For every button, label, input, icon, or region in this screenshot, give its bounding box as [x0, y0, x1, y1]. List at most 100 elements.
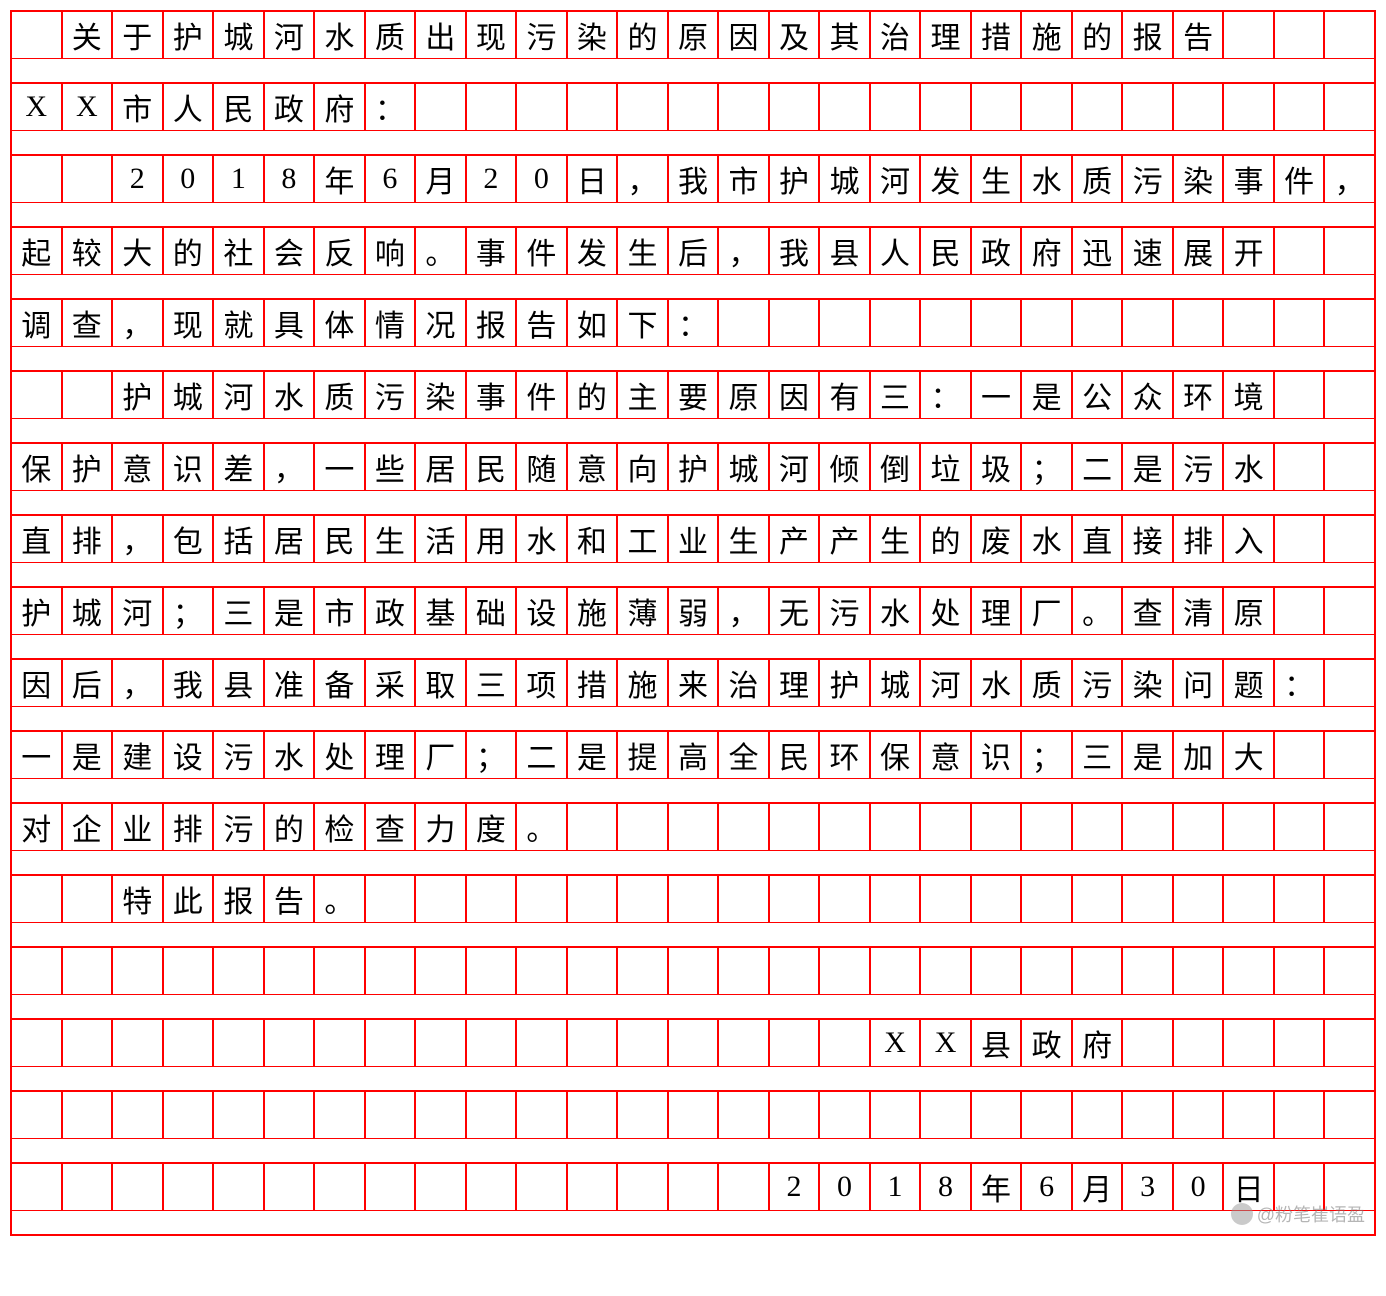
manuscript-cell [213, 1019, 264, 1067]
manuscript-cell: 城 [62, 587, 113, 635]
manuscript-cell [365, 1091, 416, 1139]
manuscript-cell [971, 875, 1022, 923]
row-gap [11, 1211, 1375, 1235]
manuscript-cell [668, 1019, 719, 1067]
manuscript-cell: 及 [769, 11, 820, 59]
manuscript-cell [1223, 1091, 1274, 1139]
manuscript-cell: 事 [466, 371, 517, 419]
row-gap [11, 635, 1375, 659]
manuscript-cell: 污 [516, 11, 567, 59]
manuscript-cell [1122, 1091, 1173, 1139]
manuscript-cell: ： [365, 83, 416, 131]
manuscript-cell [718, 1163, 769, 1211]
manuscript-cell: 城 [870, 659, 921, 707]
manuscript-cell [11, 1019, 62, 1067]
manuscript-cell: 生 [365, 515, 416, 563]
manuscript-cell: 提 [617, 731, 668, 779]
manuscript-cell [819, 947, 870, 995]
manuscript-cell [718, 947, 769, 995]
row-gap [11, 275, 1375, 299]
manuscript-cell: 发 [567, 227, 618, 275]
manuscript-cell: 清 [1173, 587, 1224, 635]
manuscript-cell: 接 [1122, 515, 1173, 563]
manuscript-cell: 众 [1122, 371, 1173, 419]
cell-row: 护城河水质污染事件的主要原因有三：一是公众环境 [11, 371, 1375, 419]
manuscript-cell: 我 [668, 155, 719, 203]
manuscript-cell [1324, 11, 1375, 59]
manuscript-cell [567, 83, 618, 131]
manuscript-cell: 产 [769, 515, 820, 563]
manuscript-cell [163, 947, 214, 995]
manuscript-cell [617, 947, 668, 995]
manuscript-cell: 题 [1223, 659, 1274, 707]
manuscript-cell [62, 947, 113, 995]
manuscript-cell: 是 [62, 731, 113, 779]
manuscript-grid: 关于护城河水质出现污染的原因及其治理措施的报告XX市人民政府：2018年6月20… [10, 10, 1376, 1236]
manuscript-cell [1324, 83, 1375, 131]
manuscript-cell [1173, 875, 1224, 923]
manuscript-cell [718, 83, 769, 131]
manuscript-cell [617, 1091, 668, 1139]
manuscript-cell: 污 [1122, 155, 1173, 203]
manuscript-cell: ， [112, 299, 163, 347]
manuscript-cell [819, 803, 870, 851]
manuscript-cell: 要 [668, 371, 719, 419]
manuscript-cell [718, 803, 769, 851]
manuscript-cell: 处 [314, 731, 365, 779]
manuscript-cell: 直 [11, 515, 62, 563]
manuscript-cell [769, 1019, 820, 1067]
manuscript-cell: 护 [11, 587, 62, 635]
manuscript-cell: 厂 [1021, 587, 1072, 635]
manuscript-cell: 如 [567, 299, 618, 347]
manuscript-cell [668, 947, 719, 995]
manuscript-cell [668, 1163, 719, 1211]
row-gap [11, 203, 1375, 227]
manuscript-cell [62, 1163, 113, 1211]
manuscript-cell [365, 875, 416, 923]
manuscript-cell: 护 [668, 443, 719, 491]
manuscript-cell: 1 [213, 155, 264, 203]
manuscript-cell [1274, 803, 1325, 851]
manuscript-cell: 护 [112, 371, 163, 419]
manuscript-cell: 县 [819, 227, 870, 275]
manuscript-cell: ； [466, 731, 517, 779]
manuscript-cell: 检 [314, 803, 365, 851]
manuscript-cell [1072, 875, 1123, 923]
weibo-icon [1231, 1203, 1253, 1225]
manuscript-cell: 基 [415, 587, 466, 635]
manuscript-cell: 处 [920, 587, 971, 635]
manuscript-cell: 理 [769, 659, 820, 707]
manuscript-cell: 采 [365, 659, 416, 707]
manuscript-cell [1072, 803, 1123, 851]
manuscript-cell [769, 947, 820, 995]
manuscript-cell [1122, 875, 1173, 923]
cell-row: 直排，包括居民生活用水和工业生产产生的废水直接排入 [11, 515, 1375, 563]
manuscript-cell: 水 [264, 731, 315, 779]
manuscript-cell: 3 [1122, 1163, 1173, 1211]
manuscript-cell: 6 [1021, 1163, 1072, 1211]
manuscript-cell [112, 1163, 163, 1211]
manuscript-cell: 2 [769, 1163, 820, 1211]
manuscript-cell: 况 [415, 299, 466, 347]
manuscript-cell [11, 1163, 62, 1211]
manuscript-cell [1021, 947, 1072, 995]
manuscript-cell: 础 [466, 587, 517, 635]
manuscript-cell [163, 1163, 214, 1211]
manuscript-cell: 质 [1021, 659, 1072, 707]
manuscript-cell: 我 [163, 659, 214, 707]
manuscript-row: 直排，包括居民生活用水和工业生产产生的废水直接排入 [11, 515, 1375, 587]
manuscript-cell [668, 83, 719, 131]
manuscript-cell: 现 [466, 11, 517, 59]
manuscript-cell [718, 299, 769, 347]
manuscript-cell: 识 [163, 443, 214, 491]
manuscript-cell: 。 [516, 803, 567, 851]
manuscript-cell: 因 [11, 659, 62, 707]
manuscript-cell [1324, 1091, 1375, 1139]
manuscript-cell [1274, 1019, 1325, 1067]
manuscript-cell [415, 1163, 466, 1211]
manuscript-cell: 反 [314, 227, 365, 275]
manuscript-cell: 告 [516, 299, 567, 347]
manuscript-cell: 1 [870, 1163, 921, 1211]
manuscript-cell [62, 1091, 113, 1139]
manuscript-cell [819, 1019, 870, 1067]
